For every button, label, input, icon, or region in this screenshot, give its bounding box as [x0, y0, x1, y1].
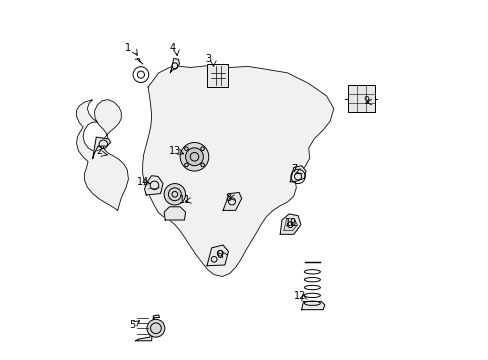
Text: 9: 9 — [362, 96, 368, 107]
Text: 14: 14 — [136, 177, 148, 187]
Polygon shape — [77, 100, 128, 210]
Circle shape — [147, 319, 164, 337]
Polygon shape — [170, 59, 179, 73]
Text: 7: 7 — [291, 164, 297, 174]
Polygon shape — [223, 193, 241, 210]
Polygon shape — [164, 207, 185, 220]
Text: 11: 11 — [179, 195, 191, 204]
Text: 13: 13 — [168, 147, 181, 157]
Polygon shape — [280, 214, 300, 234]
Polygon shape — [283, 219, 297, 231]
Text: 8: 8 — [225, 193, 231, 203]
Text: 4: 4 — [170, 43, 176, 53]
Polygon shape — [206, 245, 228, 266]
Polygon shape — [93, 137, 110, 158]
Text: 12: 12 — [293, 291, 305, 301]
Polygon shape — [301, 301, 324, 310]
Text: 10: 10 — [284, 218, 296, 228]
Circle shape — [185, 148, 203, 166]
Polygon shape — [144, 176, 163, 195]
Bar — [206, 64, 228, 87]
Polygon shape — [290, 166, 305, 182]
Circle shape — [164, 184, 185, 205]
Text: 2: 2 — [97, 147, 103, 157]
Text: 3: 3 — [205, 54, 211, 64]
Text: 1: 1 — [125, 43, 131, 53]
Polygon shape — [135, 315, 159, 341]
Bar — [347, 85, 374, 112]
Polygon shape — [142, 66, 333, 276]
Text: 5: 5 — [128, 320, 135, 330]
Text: 6: 6 — [216, 250, 222, 260]
Circle shape — [180, 143, 208, 171]
